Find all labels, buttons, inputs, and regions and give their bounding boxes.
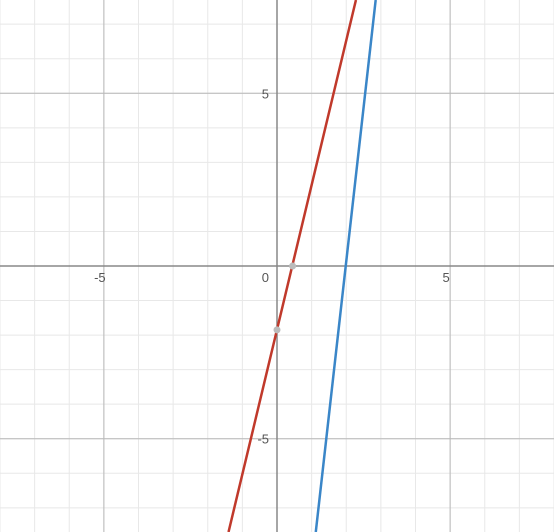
marker-point-1 <box>289 263 296 270</box>
x-tick-label: -5 <box>94 270 106 285</box>
chart-svg: -5 5 -5 5 0 <box>0 0 554 532</box>
marker-point-0 <box>274 326 281 333</box>
y-tick-label: -5 <box>257 432 269 447</box>
x-tick-label: 5 <box>443 270 450 285</box>
origin-label: 0 <box>262 270 269 285</box>
coordinate-plane: -5 5 -5 5 0 <box>0 0 554 532</box>
y-tick-label: 5 <box>262 86 269 101</box>
